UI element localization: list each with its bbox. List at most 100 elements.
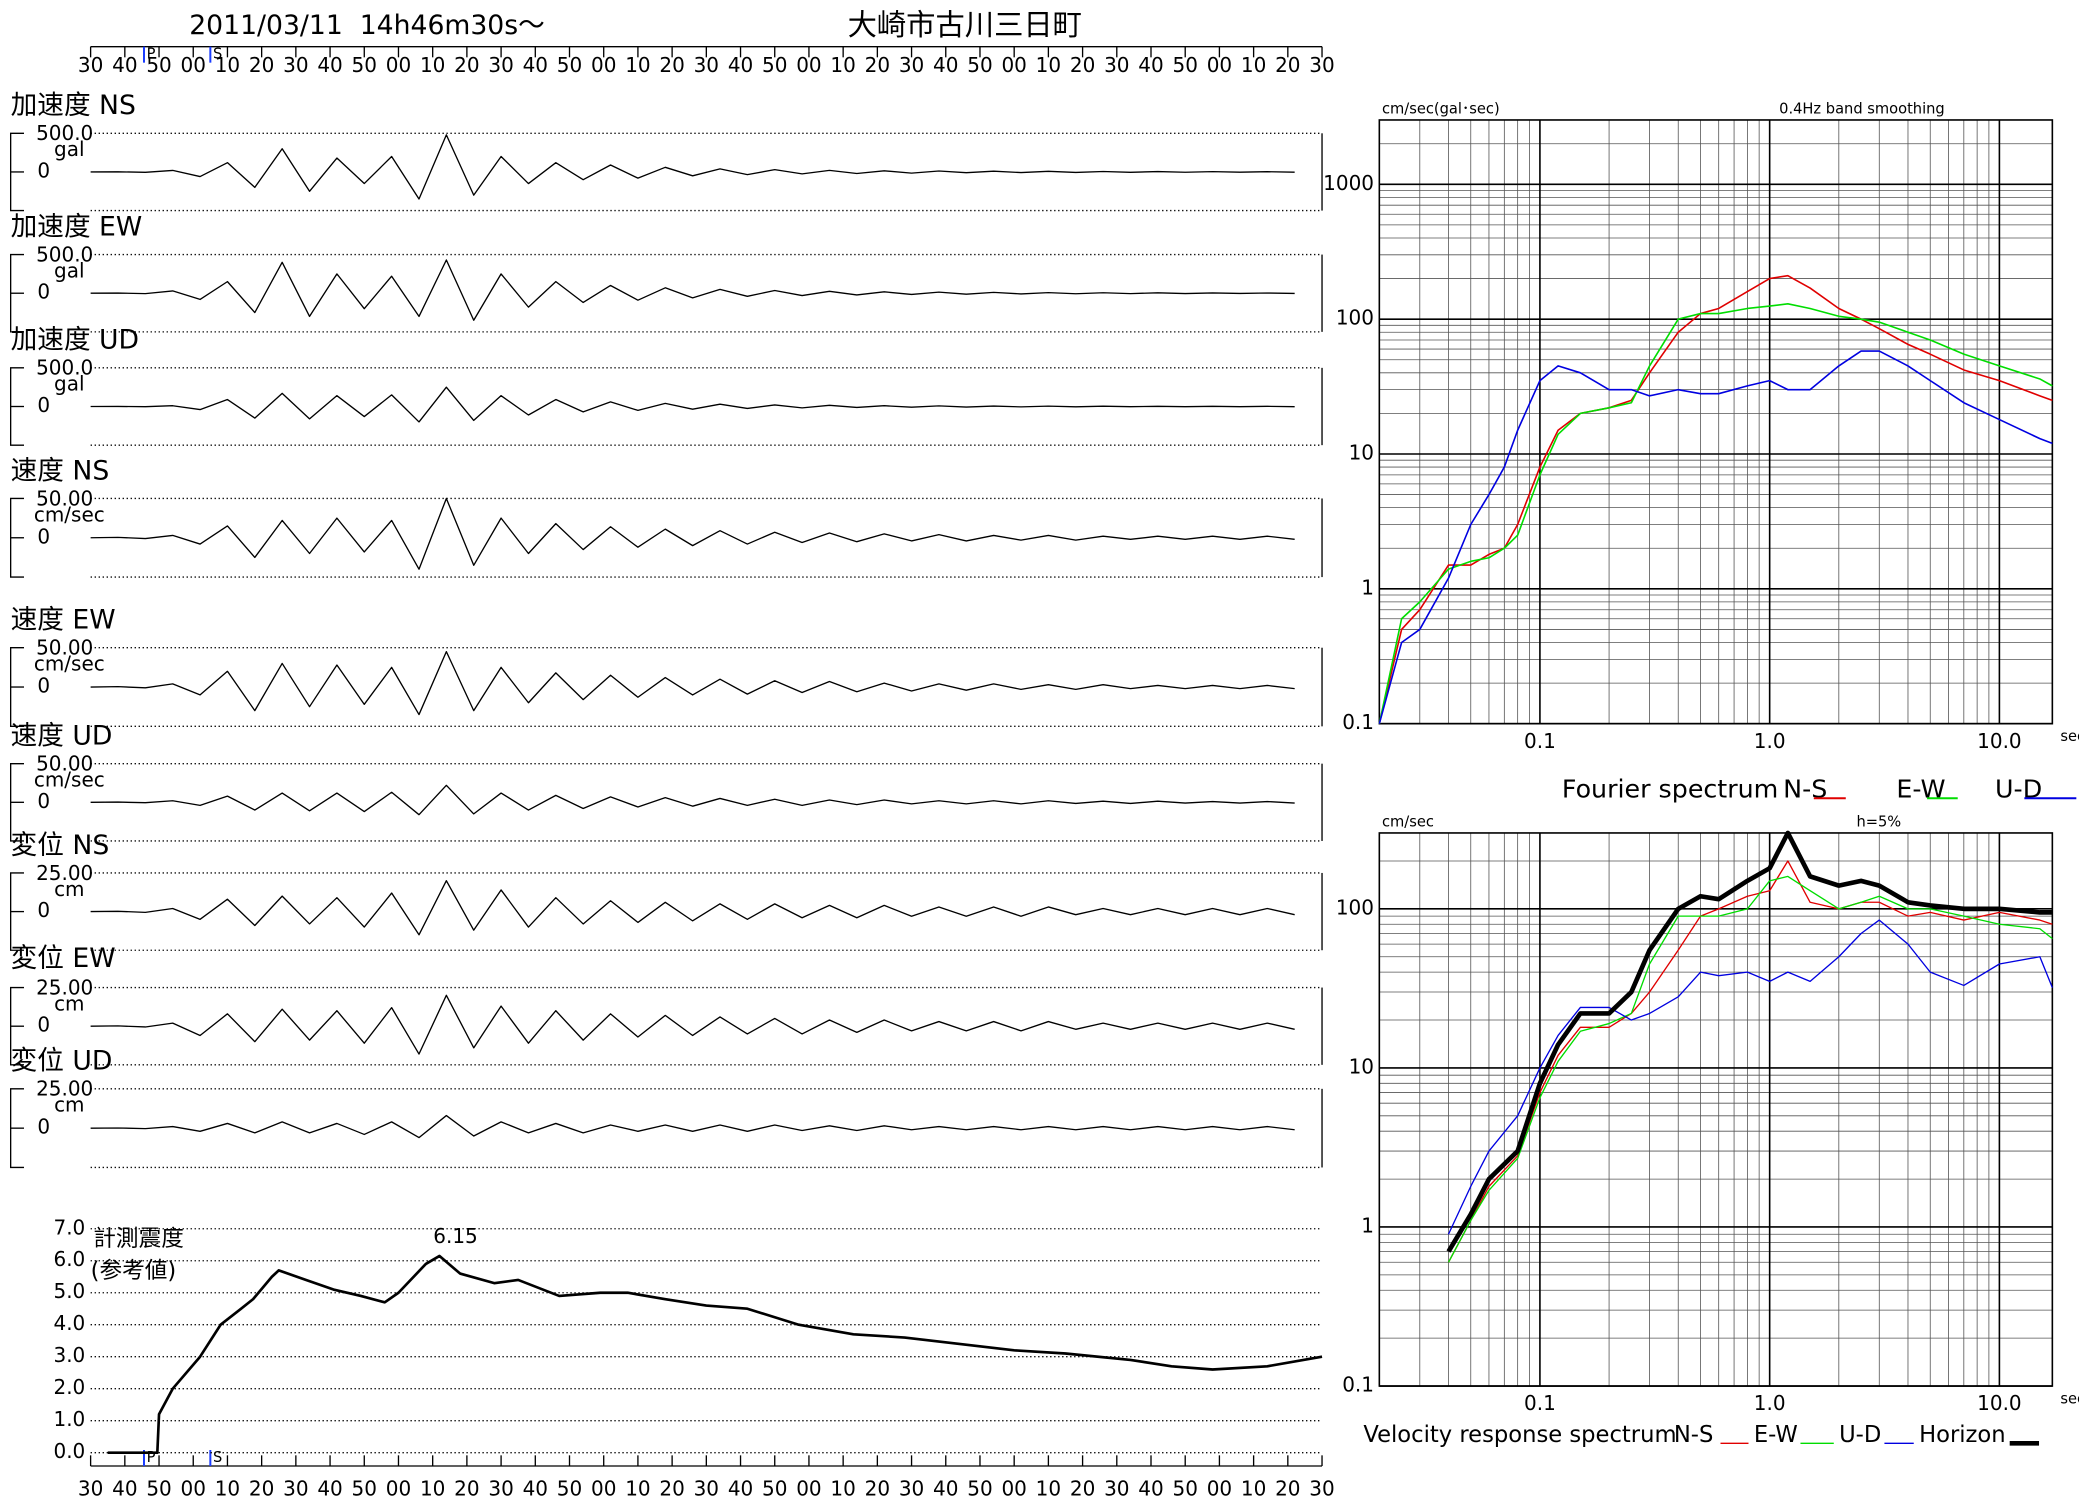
time-tick-label: 10 (1036, 1476, 1061, 1500)
time-tick-label: 10 (215, 1476, 240, 1500)
panel-title: 速度 NS (11, 455, 110, 486)
plot-note: 0.4Hz band smoothing (1779, 100, 1945, 117)
spectrum-line (1378, 274, 2053, 724)
time-tick-label: 20 (1070, 1476, 1095, 1500)
time-tick-label: 50 (352, 53, 377, 77)
y-axis-label: cm/sec(gal･sec) (1382, 100, 1500, 117)
y-tick-label: 10 (1349, 1054, 1374, 1078)
y-tick-label: 25.00 (36, 861, 93, 885)
time-tick-label: 40 (317, 1476, 342, 1500)
y-tick-label: 7.0 (53, 1215, 85, 1239)
intensity-title: 計測震度 (93, 1226, 184, 1252)
time-tick-label: 20 (865, 53, 890, 77)
panel-bracket (9, 253, 24, 333)
panel-title: 速度 UD (11, 721, 113, 752)
waveform (90, 386, 1295, 423)
unit-label: cm/sec (34, 767, 105, 791)
phase-label: S (213, 1449, 222, 1466)
waveform (90, 994, 1295, 1055)
x-tick-label: 0.1 (1524, 1391, 1556, 1415)
time-tick-label: 50 (967, 53, 992, 77)
y-tick-label: 50.00 (36, 486, 93, 510)
time-tick-label: 40 (112, 1476, 137, 1500)
y-tick-label: 0 (37, 789, 50, 813)
panel-bracket (9, 367, 24, 446)
time-tick-label: 10 (625, 1476, 650, 1500)
peak-label: 6.15 (433, 1224, 478, 1248)
time-tick-label: 20 (249, 53, 274, 77)
y-tick-label: 0 (37, 674, 50, 698)
time-tick-label: 00 (1207, 53, 1232, 77)
waveform (90, 880, 1295, 936)
x-tick-label: 10.0 (1977, 729, 2022, 753)
waveform (90, 259, 1295, 321)
unit-label: cm/sec (34, 502, 105, 526)
y-tick-label: 5.0 (53, 1279, 85, 1303)
time-tick-label: 10 (420, 53, 445, 77)
plot-note: h=5% (1856, 813, 1901, 830)
unit-label: cm (54, 1093, 84, 1117)
spectrum-line (1447, 860, 2053, 1263)
time-tick-label: 50 (1172, 1476, 1197, 1500)
time-tick-label: 10 (830, 1476, 855, 1500)
y-tick-label: 0 (37, 524, 50, 548)
time-tick-label: 20 (659, 1476, 684, 1500)
time-tick-label: 20 (1275, 1476, 1300, 1500)
waveform (90, 134, 1295, 200)
time-tick-label: 40 (523, 53, 548, 77)
time-tick-label: 40 (728, 53, 753, 77)
plot-frame (1378, 119, 2054, 725)
panel-title: 変位 UD (11, 1046, 113, 1077)
y-tick-label: 0.1 (1342, 1373, 1374, 1397)
time-tick-label: 30 (1309, 53, 1334, 77)
unit-label: gal (54, 137, 84, 161)
time-tick-label: 40 (317, 53, 342, 77)
waveform (90, 784, 1295, 816)
unit-label: cm (54, 991, 84, 1015)
y-tick-label: 10 (1349, 440, 1374, 464)
time-tick-label: 00 (181, 53, 206, 77)
y-tick-label: 1 (1361, 575, 1374, 599)
phase-label: P (147, 46, 156, 63)
y-tick-label: 1 (1361, 1213, 1374, 1237)
time-tick-label: 20 (659, 53, 684, 77)
panel-title: 加速度 EW (11, 211, 143, 242)
time-tick-label: 50 (762, 1476, 787, 1500)
time-tick-label: 30 (899, 53, 924, 77)
y-axis-label: cm/sec (1382, 813, 1434, 830)
time-tick-label: 30 (78, 1476, 103, 1500)
y-tick-label: 50.00 (36, 636, 93, 660)
time-tick-label: 00 (591, 53, 616, 77)
y-tick-label: 500.0 (36, 356, 93, 380)
phase-label: P (147, 1449, 156, 1466)
time-tick-label: 10 (625, 53, 650, 77)
time-tick-label: 20 (1070, 53, 1095, 77)
x-tick-label: 10.0 (1977, 1391, 2022, 1415)
y-tick-label: 2.0 (53, 1375, 85, 1399)
unit-label: gal (54, 372, 84, 396)
time-tick-label: 40 (1138, 53, 1163, 77)
time-tick-label: 10 (1241, 53, 1266, 77)
legend-title: Velocity response spectrum (1363, 1422, 1676, 1448)
y-tick-label: 50.00 (36, 751, 93, 775)
panel-bracket (9, 132, 24, 212)
intensity-subtitle: (参考値) (91, 1258, 177, 1284)
station-name: 大崎市古川三日町 (848, 8, 1082, 42)
time-tick-label: 30 (899, 1476, 924, 1500)
y-tick-label: 4.0 (53, 1311, 85, 1335)
x-tick-label: 1.0 (1754, 1391, 1786, 1415)
spectrum-line (1447, 875, 2053, 1263)
y-tick-label: 500.0 (36, 121, 93, 145)
time-tick-label: 50 (762, 53, 787, 77)
event-time: 2011/03/11 14h46m30s〜 (189, 10, 545, 41)
time-tick-label: 40 (933, 1476, 958, 1500)
time-tick-label: 40 (523, 1476, 548, 1500)
time-tick-label: 00 (1207, 1476, 1232, 1500)
time-tick-label: 40 (933, 53, 958, 77)
time-tick-label: 10 (1036, 53, 1061, 77)
y-tick-label: 0.0 (53, 1439, 85, 1463)
legend-label: E-W (1754, 1422, 1798, 1448)
y-tick-label: 100 (1336, 895, 1374, 919)
